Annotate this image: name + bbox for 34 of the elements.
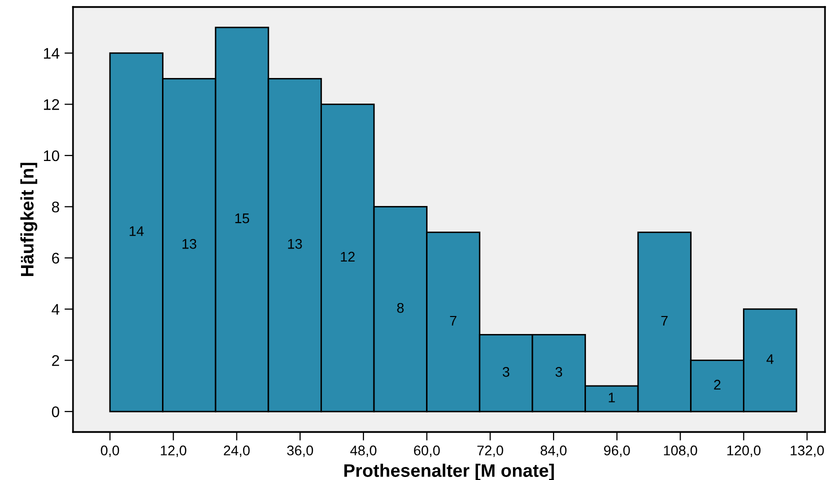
x-tick-label: 108,0	[664, 446, 698, 458]
y-tick-label: 4	[52, 304, 60, 315]
x-tick-label: 60,0	[414, 446, 440, 458]
x-tick-label: 48,0	[350, 446, 376, 458]
x-tick-label: 132,0	[790, 446, 824, 458]
data-label: 3	[502, 367, 510, 377]
y-tick-label: 6	[52, 252, 60, 264]
data-label: 15	[235, 214, 250, 224]
y-tick-label: 2	[52, 355, 60, 366]
x-tick-label: 0,0	[100, 446, 120, 458]
data-label: 1	[608, 392, 615, 402]
y-tick-label: 8	[52, 202, 60, 212]
data-label: 7	[661, 316, 668, 326]
data-label: 14	[130, 226, 144, 236]
y-tick-label: 12	[44, 99, 60, 110]
y-tick-label: 0	[52, 406, 60, 418]
x-tick-label: 36,0	[287, 446, 314, 458]
data-label: 4	[766, 354, 774, 364]
y-axis-title: Häufigkeit [n]	[20, 162, 38, 276]
data-label: 3	[556, 367, 562, 377]
x-tick-label: 12,0	[160, 446, 186, 458]
x-tick-label: 24,0	[224, 446, 250, 458]
data-label: 13	[182, 238, 196, 249]
data-label: 12	[340, 252, 355, 262]
y-tick-label: 14	[44, 48, 60, 59]
data-label: 13	[288, 238, 302, 249]
x-tick-label: 96,0	[604, 446, 630, 458]
y-tick-label: 10	[44, 150, 60, 162]
x-tick-label: 72,0	[477, 446, 504, 458]
x-tick-label: 120,0	[727, 446, 761, 458]
data-label: 2	[714, 380, 720, 390]
x-tick-label: 84,0	[540, 446, 567, 458]
data-label: 8	[397, 303, 404, 313]
data-label: 7	[450, 316, 456, 326]
